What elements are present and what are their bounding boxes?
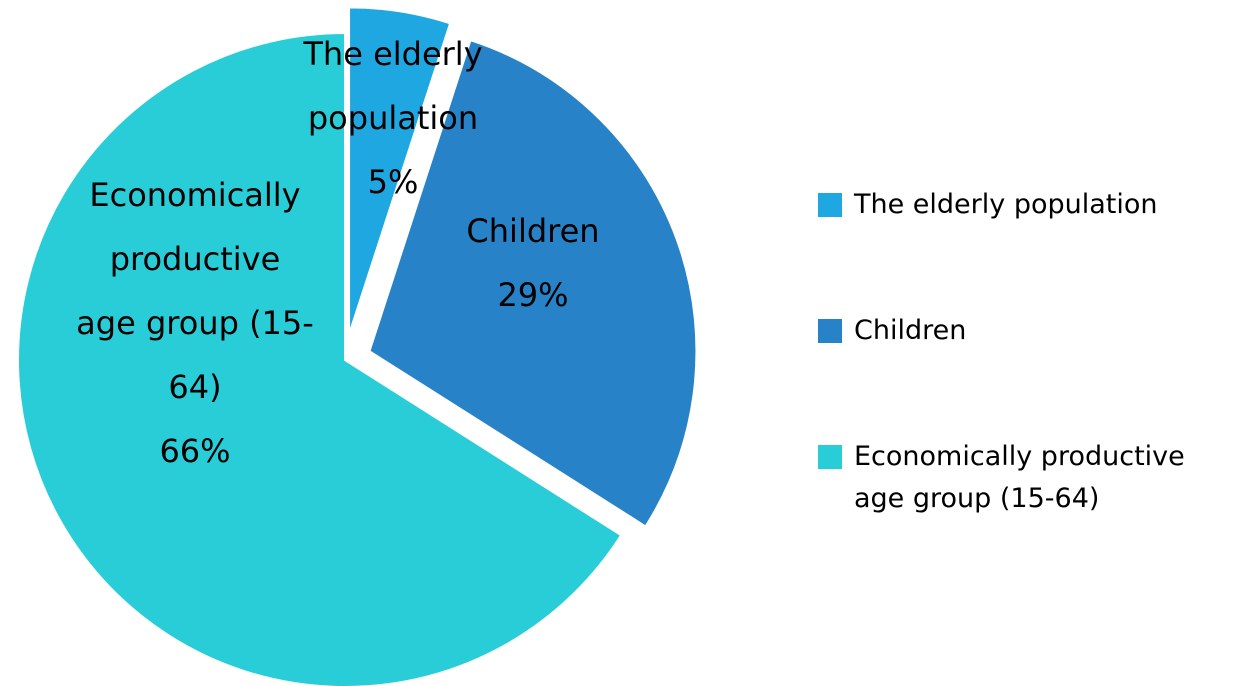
legend-swatch-children (818, 319, 842, 343)
pie-data-label-3-line-2: productive (110, 240, 281, 278)
legend-label-children: Children (854, 315, 966, 346)
legend-item-elderly: The elderly population (818, 184, 1238, 226)
pie-data-label-3-line-5: 66% (159, 432, 230, 470)
pie-data-label-1-line-3: 5% (368, 163, 419, 201)
legend-swatch-working-age (818, 445, 842, 469)
pie-data-label-2-line-2: 29% (497, 276, 568, 314)
pie-data-label-1-line-1: The elderly (302, 35, 482, 73)
pie-chart: The elderly population 5% Children 29% Econom… (0, 0, 800, 686)
pie-data-label-2-line-1: Children (466, 212, 599, 250)
legend-label-working-age: Economically productive age group (15-64… (854, 441, 1185, 514)
pie-data-label-1-line-2: population (308, 99, 478, 137)
pie-data-label-3-line-4: 64) (168, 368, 221, 406)
legend: The elderly population Children Economic… (818, 184, 1238, 520)
legend-item-working-age: Economically productive age group (15-64… (818, 436, 1238, 520)
legend-swatch-elderly (818, 193, 842, 217)
legend-label-elderly: The elderly population (854, 189, 1158, 220)
legend-item-children: Children (818, 310, 1238, 352)
pie-data-label-3-line-1: Economically (89, 176, 300, 214)
pie-data-label-3-line-3: age group (15- (76, 304, 314, 342)
